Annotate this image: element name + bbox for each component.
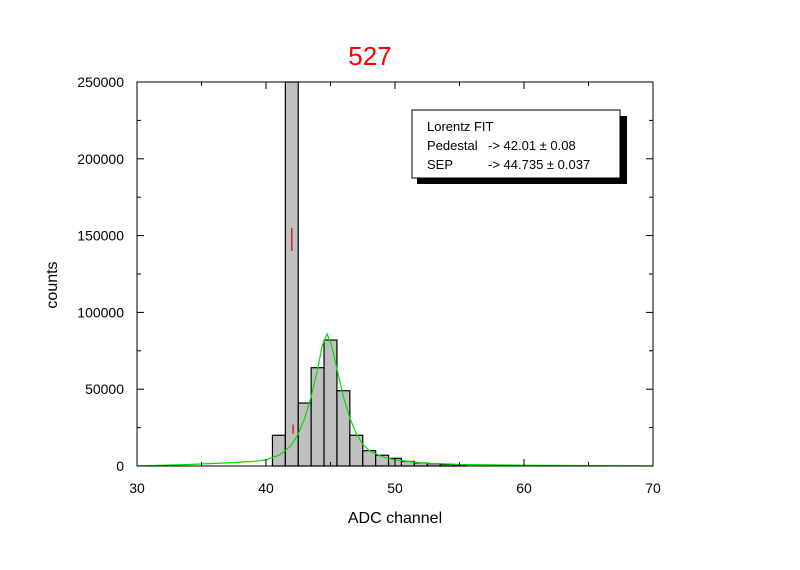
histogram-bar xyxy=(349,434,364,467)
legend-frame xyxy=(411,109,621,179)
x-tick-label: 40 xyxy=(258,480,274,496)
y-tick-label: 200000 xyxy=(77,151,124,167)
y-axis-label: counts xyxy=(44,261,61,308)
histogram-bar xyxy=(336,390,351,467)
legend-box: Lorentz FIT Pedestal -> 42.01 ± 0.08 SEP… xyxy=(411,109,627,184)
histogram-bar xyxy=(271,434,286,467)
y-tick-label: 250000 xyxy=(77,74,124,90)
legend-pedestal-value: -> 42.01 ± 0.08 xyxy=(488,138,576,153)
x-tick-label: 30 xyxy=(129,480,145,496)
x-tick-label: 70 xyxy=(645,480,661,496)
histogram-bar xyxy=(297,402,312,467)
y-tick-label: 50000 xyxy=(85,381,124,397)
legend-pedestal-label: Pedestal xyxy=(427,138,478,153)
chart-title: 527 xyxy=(348,41,391,71)
fit-curve xyxy=(136,332,654,467)
y-tick-label: 150000 xyxy=(77,228,124,244)
y-tick-label: 0 xyxy=(116,458,124,474)
legend-title: Lorentz FIT xyxy=(427,119,494,134)
histogram-bar xyxy=(284,81,299,467)
x-axis-label: ADC channel xyxy=(348,510,442,527)
legend-sep-label: SEP xyxy=(427,157,453,172)
x-tick-label: 50 xyxy=(387,480,403,496)
x-tick-label: 60 xyxy=(516,480,532,496)
y-tick-label: 100000 xyxy=(77,304,124,320)
histogram-bar xyxy=(310,367,325,467)
legend-sep-value: -> 44.735 ± 0.037 xyxy=(488,157,590,172)
